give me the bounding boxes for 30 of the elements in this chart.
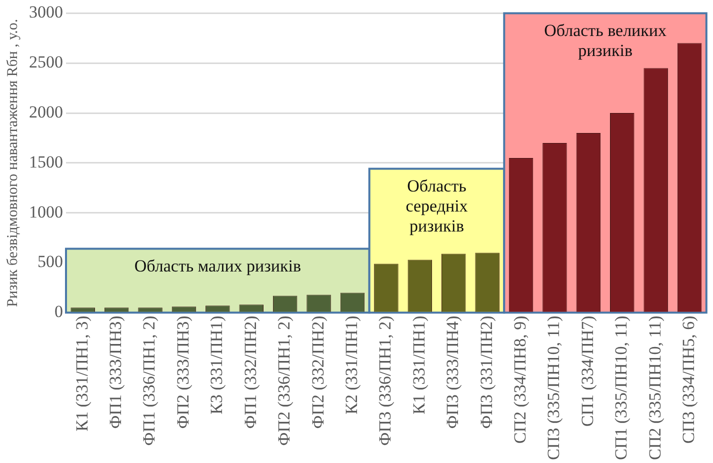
x-tick-label: К3 (331/ПН1) [207,316,226,414]
y-tick-label: 1000 [29,202,63,222]
x-tick-label: ФП3 (331/ПН2) [476,316,496,429]
x-tick-label: ФП2 (336/ПН1, 2) [274,316,294,446]
x-tick-label: СП1 (334/ПН7) [578,316,597,427]
x-tick-label: СП2 (334/ПН8, 9) [510,316,530,444]
x-tick-label: К1 (331/ПН1, 3) [72,316,92,432]
x-tick-label: СП3 (335/ПН10, 11) [544,316,564,460]
y-tick-label: 3000 [29,2,63,22]
x-tick-label: К2 (331/ПН1) [342,316,361,414]
y-tick-label: 2500 [29,52,63,72]
x-tick-label: СП2 (335/ПН10, 11) [645,316,664,460]
y-tick-label: 1500 [29,152,63,172]
y-axis-title: Ризик безвідмовного навантаження Rбн , у.о. [4,18,21,308]
x-tick-label: СП3 (334/ПН5, 6) [679,316,698,444]
y-tick-label: 0 [54,302,63,322]
x-tick-label: ФП1 (333/ПН3) [106,316,126,429]
x-tick-label: ФП2 (333/ПН3) [173,316,192,429]
band-label: Область великих ризиків [544,21,667,60]
x-tick-label: ФП1 (336/ПН1, 2) [140,316,159,446]
y-tick-label: 2000 [29,102,63,122]
band-label: Область малих ризиків [134,256,301,276]
x-tick-label: ФП2 (332/ПН2) [308,316,328,429]
band-label: Область середніх ризиків [406,176,468,236]
x-tick-label: К1 (331/ПН1) [409,316,428,414]
x-tick-label: ФП1 (332/ПН2) [240,316,260,429]
x-tick-label: ФП3 (333/ПН4) [443,316,462,429]
x-tick-label: СП1 (335/ПН10, 11) [612,316,631,460]
y-tick-label: 500 [38,252,63,272]
x-tick-label: ФП3 (336/ПН1, 2) [376,316,395,446]
